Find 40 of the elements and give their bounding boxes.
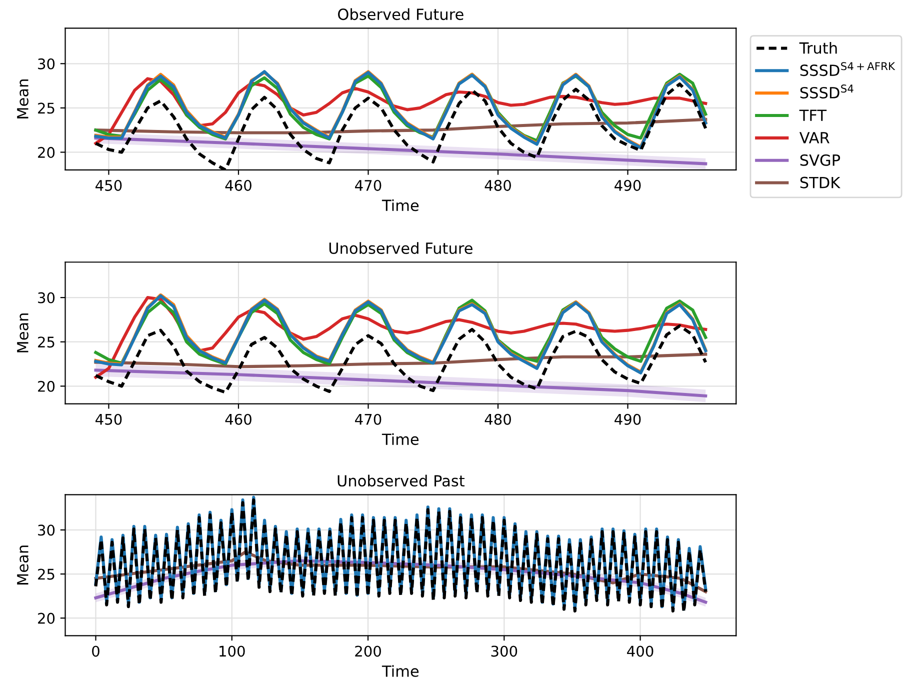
x-axis-title: Time xyxy=(382,433,419,446)
legend-label: SSSD$^{S4}$ xyxy=(800,84,854,99)
y-axis-title: Mean xyxy=(17,313,28,352)
x-tick-label: 490 xyxy=(614,414,641,425)
x-tick-label: 460 xyxy=(225,414,252,425)
x-tick-label: 400 xyxy=(627,646,654,657)
y-tick-label: 20 xyxy=(38,612,55,624)
legend-label: TFT xyxy=(799,110,827,121)
x-tick-label: 480 xyxy=(484,180,511,191)
x-tick-label: 450 xyxy=(96,180,122,191)
x-tick-label: 100 xyxy=(220,646,245,657)
y-axis-title: Mean xyxy=(17,80,28,118)
x-tick-label: 450 xyxy=(96,414,122,425)
y-tick-label: 30 xyxy=(38,58,55,70)
x-axis-title: Time xyxy=(382,199,419,212)
x-tick-label: 470 xyxy=(355,414,382,425)
y-tick-label: 20 xyxy=(38,146,55,158)
legend-label: SSSD$^{S4+AFRK}$ xyxy=(800,62,896,76)
x-tick-label: 470 xyxy=(355,180,382,191)
chart-title: Unobserved Past xyxy=(338,474,465,487)
y-tick-label: 30 xyxy=(38,292,55,304)
x-tick-label: 480 xyxy=(484,414,511,425)
y-tick-label: 25 xyxy=(38,568,54,580)
chart-title: Unobserved Future xyxy=(329,242,472,254)
legend-label: STDK xyxy=(800,176,840,188)
x-tick-label: 490 xyxy=(614,180,641,191)
legend-label: SVGP xyxy=(800,154,840,166)
y-tick-label: 20 xyxy=(38,380,55,392)
x-tick-label: 0 xyxy=(92,646,100,657)
y-tick-label: 30 xyxy=(38,524,55,536)
x-tick-label: 200 xyxy=(355,646,381,657)
legend-label: Truth xyxy=(799,42,837,54)
y-tick-label: 25 xyxy=(38,102,54,114)
x-tick-label: 460 xyxy=(225,180,252,191)
chart-title: Observed Future xyxy=(338,8,464,20)
x-tick-label: 300 xyxy=(491,646,518,657)
y-tick-label: 25 xyxy=(38,336,54,348)
x-axis-title: Time xyxy=(382,665,419,677)
y-axis-title: Mean xyxy=(17,546,28,585)
legend-label: VAR xyxy=(799,132,830,144)
